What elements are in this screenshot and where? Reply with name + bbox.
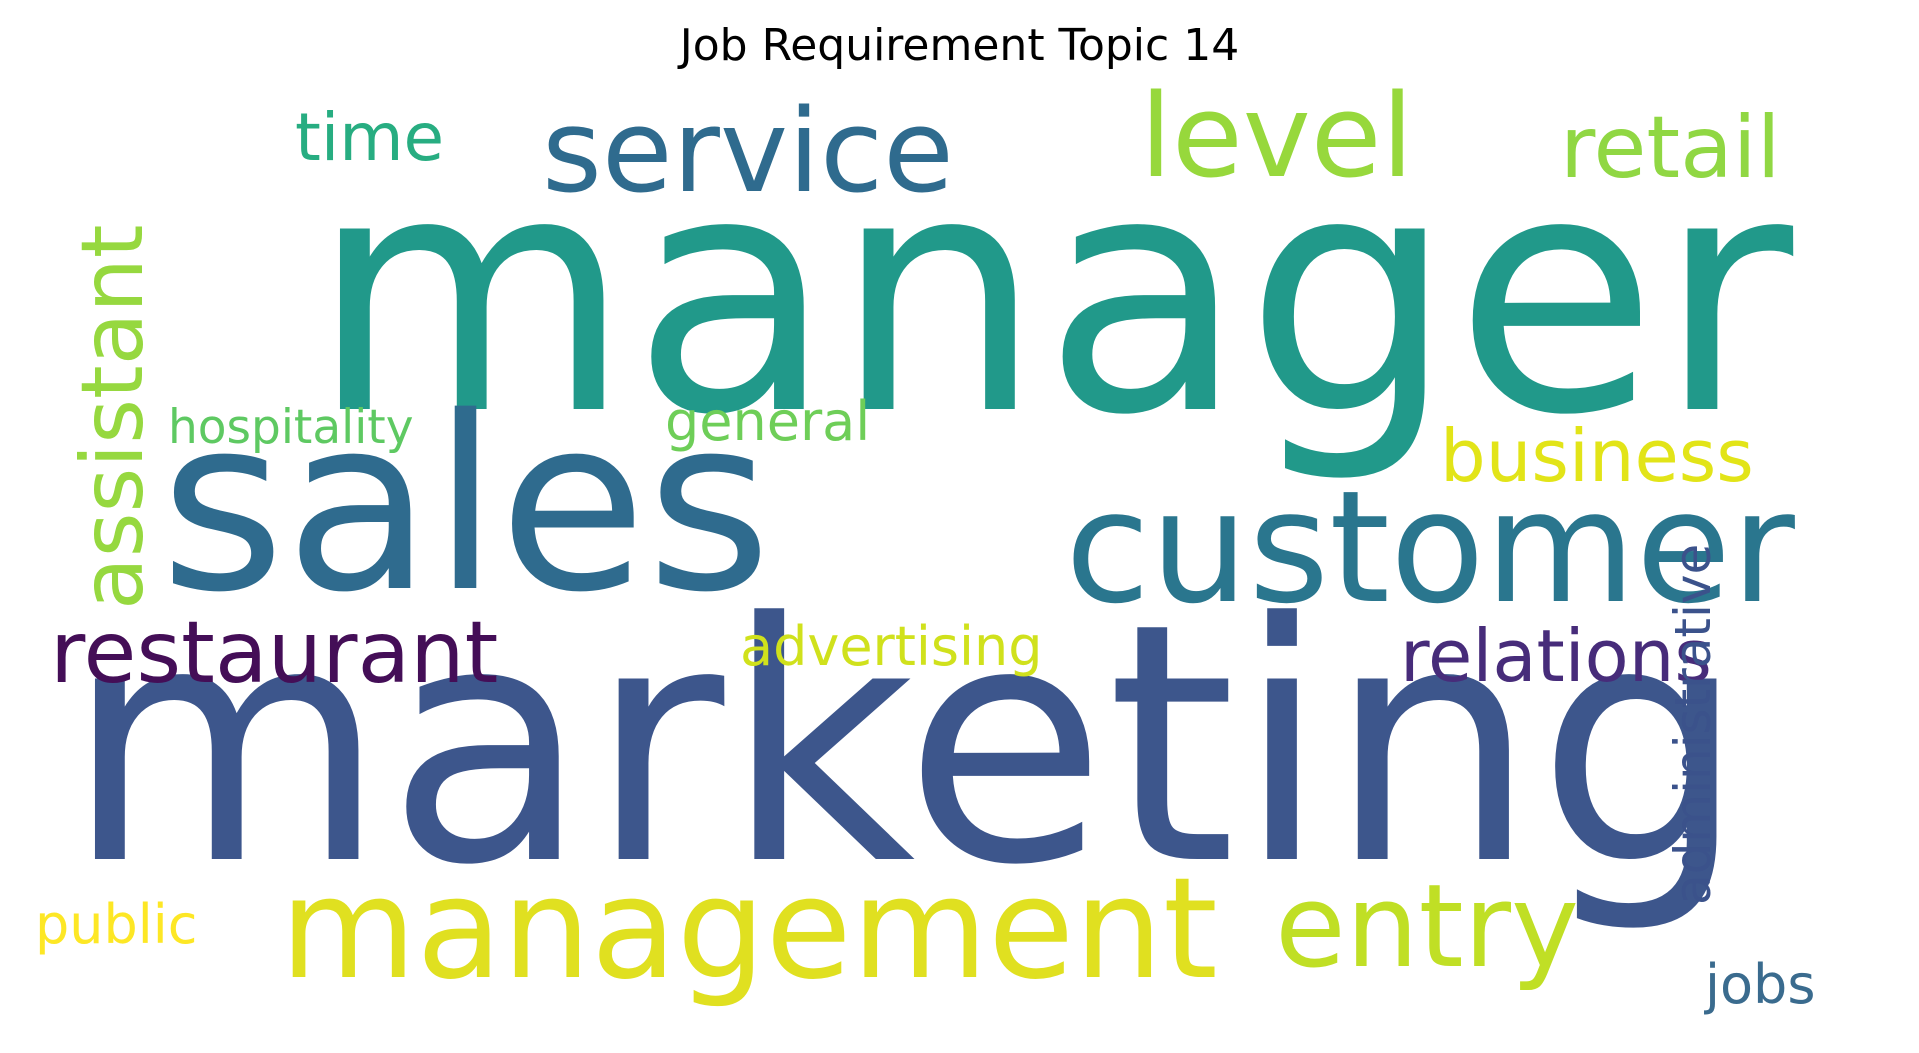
word-service: service bbox=[542, 85, 954, 219]
word-public: public bbox=[35, 893, 198, 956]
word-sales: sales bbox=[160, 365, 772, 645]
word-manager: manager bbox=[310, 103, 1794, 487]
word-marketing: marketing bbox=[65, 553, 1747, 937]
word-advertising: advertising bbox=[740, 615, 1043, 678]
word-management: management bbox=[280, 848, 1218, 1011]
word-relations: relations bbox=[1400, 614, 1712, 698]
word-level: level bbox=[1140, 70, 1414, 204]
word-assistant: assistant bbox=[63, 224, 163, 610]
word-administrative: administrative bbox=[1664, 543, 1722, 905]
word-entry: entry bbox=[1275, 860, 1580, 994]
word-hospitality: hospitality bbox=[168, 400, 414, 455]
word-retail: retail bbox=[1560, 98, 1781, 198]
word-time: time bbox=[295, 99, 445, 176]
word-business: business bbox=[1440, 414, 1754, 498]
word-cloud-title: Job Requirement Topic 14 bbox=[679, 20, 1240, 71]
word-customer: customer bbox=[1065, 457, 1795, 638]
word-general: general bbox=[665, 390, 871, 453]
word-jobs: jobs bbox=[1705, 953, 1816, 1016]
word-restaurant: restaurant bbox=[50, 603, 499, 703]
